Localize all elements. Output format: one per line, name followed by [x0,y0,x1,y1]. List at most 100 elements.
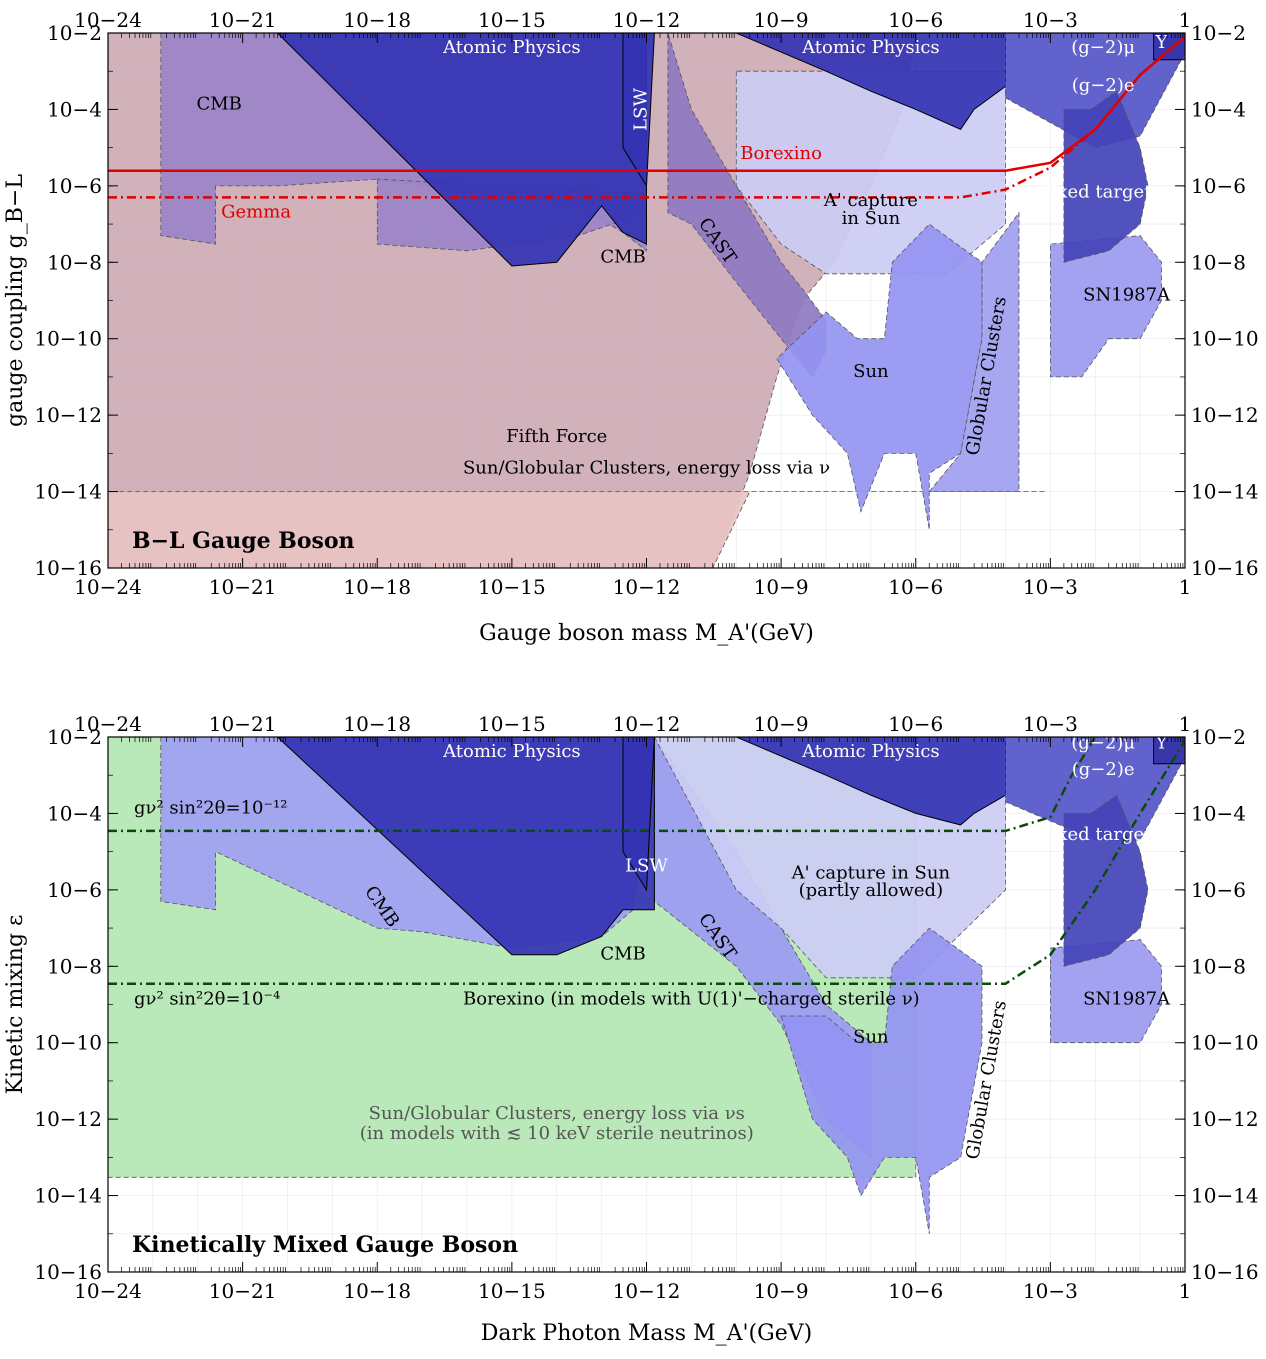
region-label: A' capture [823,190,918,211]
x-tick-label-top: 1 [1179,8,1192,32]
region-g-2-e [1005,33,1185,149]
y-tick-label: 10−14 [34,1184,102,1208]
region-label: Fixed target [1039,824,1152,845]
y-tick-label-right: 10−4 [1191,97,1246,121]
region-label: (g−2)e [1072,75,1135,96]
y-tick-label: 10−10 [34,327,102,351]
y-tick-label: 10−6 [47,174,102,198]
region-fixed-target [1063,90,1149,263]
plot-area [108,33,1185,568]
y-tick-label: 10−12 [34,403,102,427]
region-lsw [622,33,655,188]
x-tick-label-top: 10−21 [209,8,277,32]
y-tick-label: 10−10 [34,1031,102,1055]
x-tick-label-top: 10−15 [478,712,546,736]
y-tick-label-right: 10−2 [1191,725,1246,749]
region-globular-clusters [928,211,1020,492]
y-tick-label-right: 10−12 [1191,1107,1259,1131]
y-tick-label: 10−6 [47,878,102,902]
region-label: Atomic Physics [801,741,940,762]
x-axis-label: Dark Photon Mass M_A'(GeV) [481,1321,812,1346]
region-label: A' capture in Sun [791,862,951,883]
x-tick-label-top: 10−18 [343,712,411,736]
y-axis-label: gauge coupling g_B−L [3,174,28,427]
x-tick-label: 10−3 [1023,1279,1078,1303]
region-sun-globular-clusters-energy-loss-via [108,491,1046,568]
region-g-2-e [1005,737,1185,841]
y-tick-label-right: 10−2 [1191,21,1246,45]
region-sun [776,223,983,530]
x-tick-label: 10−18 [343,1279,411,1303]
region-label: SN1987A [1083,989,1171,1010]
region- [1153,737,1185,765]
panel-title: B−L Gauge Boson [132,528,355,554]
x-tick-label: 10−15 [478,1279,546,1303]
x-tick-label: 1 [1179,575,1192,599]
panel-title: Kinetically Mixed Gauge Boson [132,1232,518,1258]
region-label: CMB [600,944,645,965]
region-label: LSW [625,856,668,877]
x-tick-label: 10−18 [343,575,411,599]
x-tick-label: 10−6 [888,1279,943,1303]
line-gemma [108,35,1185,199]
y-tick-label: 10−2 [47,21,102,45]
region-label: Sun/Globular Clusters, energy loss via ν [463,457,830,478]
x-tick-label: 10−15 [478,575,546,599]
x-tick-label: 10−24 [74,575,142,599]
x-tick-label: 10−12 [613,575,681,599]
region-label: (g−2)μ [1071,37,1135,58]
x-axis-label: Gauge boson mass M_A'(GeV) [479,621,814,646]
x-tick-label-top: 10−21 [209,712,277,736]
region-label: Fixed target [1039,181,1152,202]
x-tick-label: 10−9 [754,1279,809,1303]
region-a-capture-in-sun [735,70,1006,275]
region-label: Atomic Physics [442,37,581,58]
x-tick-label-top: 10−6 [888,712,943,736]
y-tick-label: 10−12 [34,1107,102,1131]
y-tick-label: 10−4 [47,97,102,121]
x-tick-label-top: 10−18 [343,8,411,32]
region-sun [780,927,983,1234]
y-tick-label-right: 10−14 [1191,1184,1259,1208]
x-tick-label: 10−12 [613,1279,681,1303]
plot-area [108,737,1185,1272]
y-tick-label-right: 10−10 [1191,327,1259,351]
y-tick-label-right: 10−14 [1191,480,1259,504]
region-label: CMB [196,93,241,114]
x-tick-label-top: 10−12 [613,712,681,736]
x-tick-label: 10−24 [74,1279,142,1303]
region- [1153,33,1185,61]
region-label: Υ [1155,733,1169,754]
region-label: Sun [853,1027,889,1048]
y-tick-label: 10−16 [34,556,102,580]
y-tick-label-right: 10−6 [1191,878,1246,902]
region-label: CMB [600,246,645,267]
y-tick-label-right: 10−10 [1191,1031,1259,1055]
region-atomic-physics [276,737,655,956]
x-tick-label-top: 10−6 [888,8,943,32]
x-tick-label: 10−3 [1023,575,1078,599]
region-label: Borexino [740,143,822,164]
panel-1: Atomic Physics Atomic Physics (g−2)μ (g−2)e… [3,8,1259,646]
region-label: gν² sin²2θ=10⁻¹² [134,797,287,818]
y-tick-label-right: 10−6 [1191,174,1246,198]
y-tick-label: 10−14 [34,480,102,504]
region-lsw [622,737,655,892]
region-label: Fifth Force [506,426,607,447]
region-label: Sun [853,361,889,382]
region-label: in Sun [842,208,901,229]
y-tick-label-right: 10−4 [1191,801,1246,825]
region-label: (partly allowed) [799,880,943,901]
x-tick-label-top: 10−9 [754,712,809,736]
x-tick-label: 1 [1179,1279,1192,1303]
region-label: Atomic Physics [442,741,581,762]
x-tick-label-top: 10−9 [754,8,809,32]
x-tick-label-top: 1 [1179,712,1192,736]
region-cast [667,33,827,378]
y-tick-label: 10−8 [47,250,102,274]
line-g-sin-2-10 [108,737,1097,833]
region-sn1987a [1050,939,1162,1044]
x-tick-label-top: 10−12 [613,8,681,32]
region-label: (in models with ≲ 10 keV sterile neutrin… [360,1123,754,1144]
